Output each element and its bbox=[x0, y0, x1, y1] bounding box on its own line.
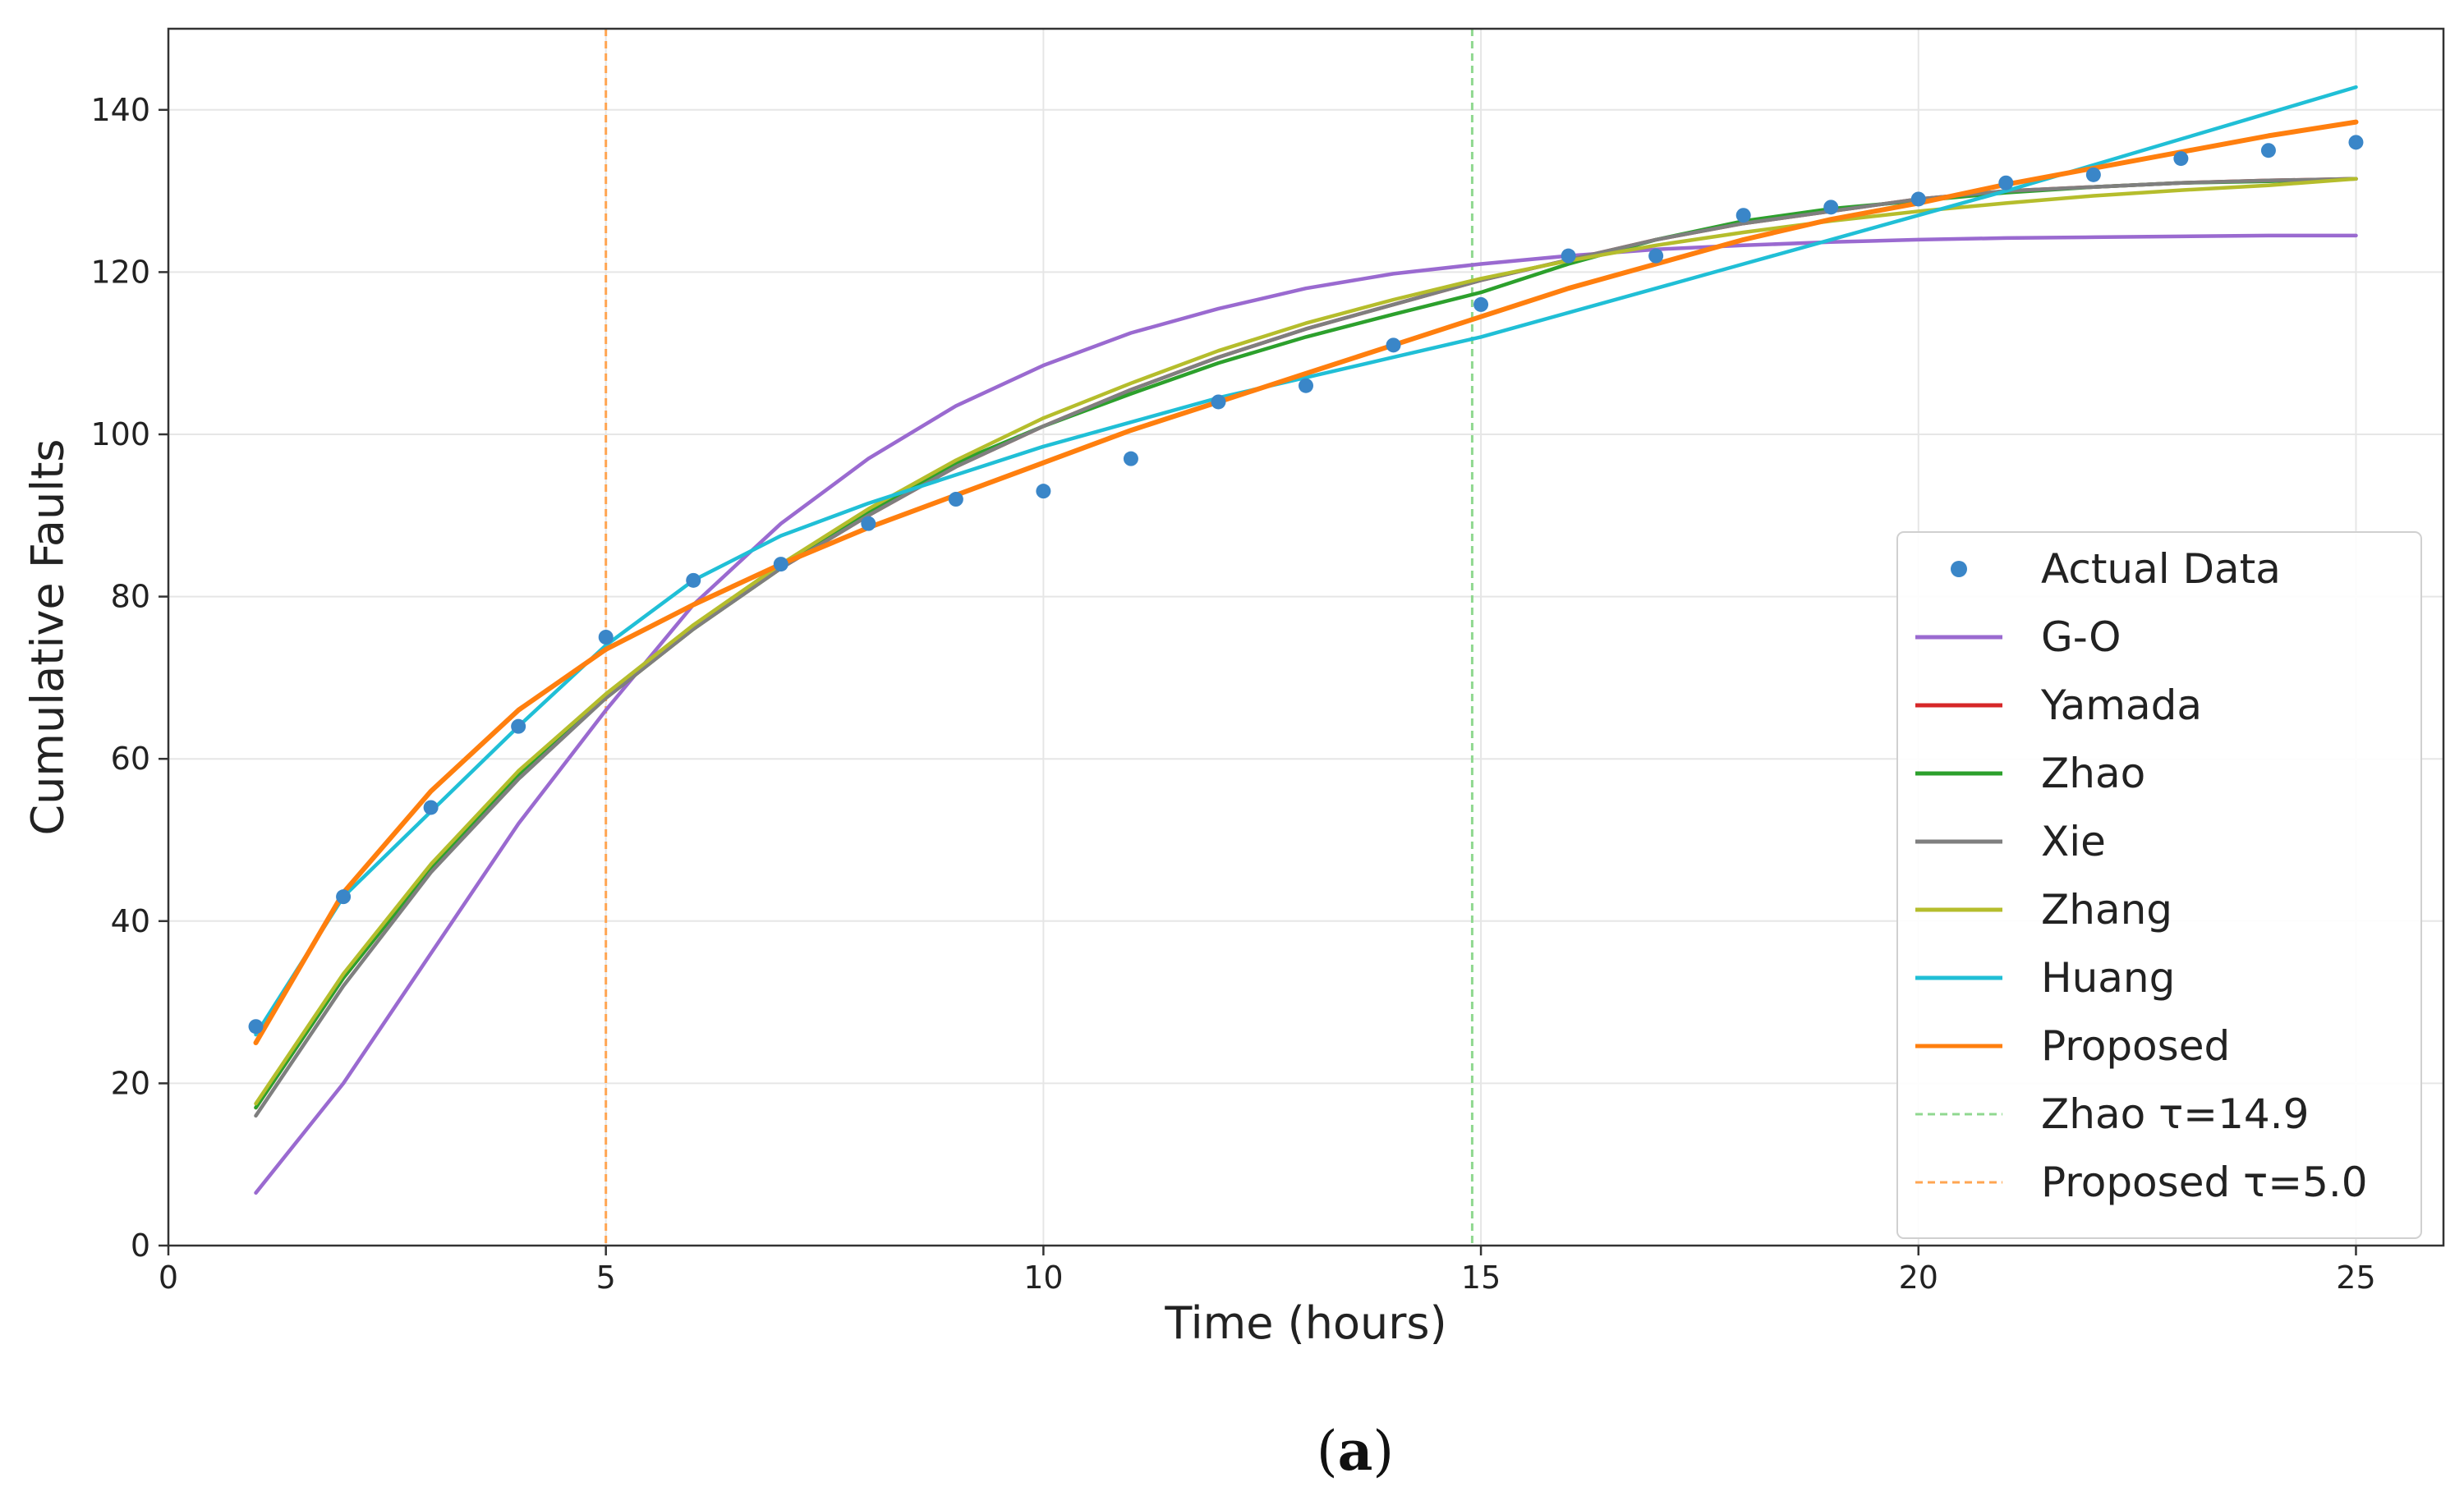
y-tick-label: 40 bbox=[111, 903, 150, 939]
x-axis-ticks: 0 5 10 15 20 25 bbox=[159, 1246, 2376, 1296]
data-point bbox=[1736, 208, 1751, 223]
data-point bbox=[1911, 191, 1926, 206]
y-tick-label: 100 bbox=[90, 416, 150, 452]
data-point bbox=[1561, 249, 1576, 264]
data-point bbox=[1211, 394, 1225, 409]
data-point bbox=[949, 492, 963, 507]
data-point bbox=[336, 889, 351, 904]
caption-close: ) bbox=[1372, 1420, 1394, 1483]
data-point bbox=[1299, 379, 1313, 393]
data-point bbox=[2086, 167, 2101, 182]
data-point bbox=[1036, 484, 1050, 498]
y-axis-ticks: 0 20 40 60 80 100 120 140 bbox=[90, 92, 168, 1264]
caption-open: ( bbox=[1317, 1420, 1338, 1483]
legend-label: Xie bbox=[2041, 818, 2106, 865]
legend-label: Proposed τ=5.0 bbox=[2041, 1159, 2368, 1206]
data-point bbox=[861, 516, 876, 531]
x-tick-label: 25 bbox=[2336, 1260, 2375, 1296]
x-tick-label: 0 bbox=[159, 1260, 178, 1296]
y-tick-label: 0 bbox=[131, 1228, 150, 1264]
y-tick-label: 80 bbox=[111, 579, 150, 615]
data-point bbox=[1998, 176, 2013, 190]
legend-label: Huang bbox=[2041, 954, 2175, 1002]
legend-label: Zhao bbox=[2041, 750, 2145, 797]
data-point bbox=[1473, 297, 1488, 312]
data-point bbox=[2261, 143, 2276, 158]
caption-letter: a bbox=[1338, 1419, 1373, 1483]
data-point bbox=[774, 557, 788, 571]
data-point bbox=[424, 800, 439, 815]
data-point bbox=[686, 573, 701, 588]
x-tick-label: 10 bbox=[1023, 1260, 1063, 1296]
legend-label: Yamada bbox=[2040, 681, 2202, 729]
legend-label: Zhang bbox=[2041, 886, 2172, 934]
legend-label: Proposed bbox=[2041, 1022, 2230, 1070]
legend: Actual Data G-O Yamada Zhao Xie Zhang Huang Pro… bbox=[1897, 532, 2421, 1238]
data-point bbox=[2348, 135, 2363, 149]
y-tick-label: 20 bbox=[111, 1065, 150, 1101]
data-point bbox=[1124, 452, 1138, 466]
data-point bbox=[2173, 151, 2188, 166]
x-tick-label: 20 bbox=[1899, 1260, 1938, 1296]
data-point bbox=[249, 1019, 264, 1034]
legend-label: Actual Data bbox=[2041, 545, 2281, 593]
data-point bbox=[599, 630, 614, 645]
y-tick-label: 120 bbox=[90, 254, 150, 290]
y-axis-label: Cumulative Faults bbox=[22, 438, 74, 835]
y-tick-label: 140 bbox=[90, 92, 150, 128]
legend-marker bbox=[1951, 561, 1967, 577]
data-point bbox=[1823, 200, 1838, 214]
legend-label: G-O bbox=[2041, 613, 2122, 661]
data-point bbox=[1648, 249, 1663, 264]
legend-label: Zhao τ=14.9 bbox=[2041, 1090, 2309, 1138]
x-axis-label: Time (hours) bbox=[1164, 1297, 1446, 1349]
threshold-lines bbox=[606, 29, 1473, 1246]
figure-caption: (a) bbox=[1317, 1419, 1394, 1483]
data-point bbox=[511, 719, 526, 734]
data-point bbox=[1386, 337, 1401, 352]
x-tick-label: 15 bbox=[1461, 1260, 1501, 1296]
y-tick-label: 60 bbox=[111, 741, 150, 777]
x-tick-label: 5 bbox=[596, 1260, 616, 1296]
